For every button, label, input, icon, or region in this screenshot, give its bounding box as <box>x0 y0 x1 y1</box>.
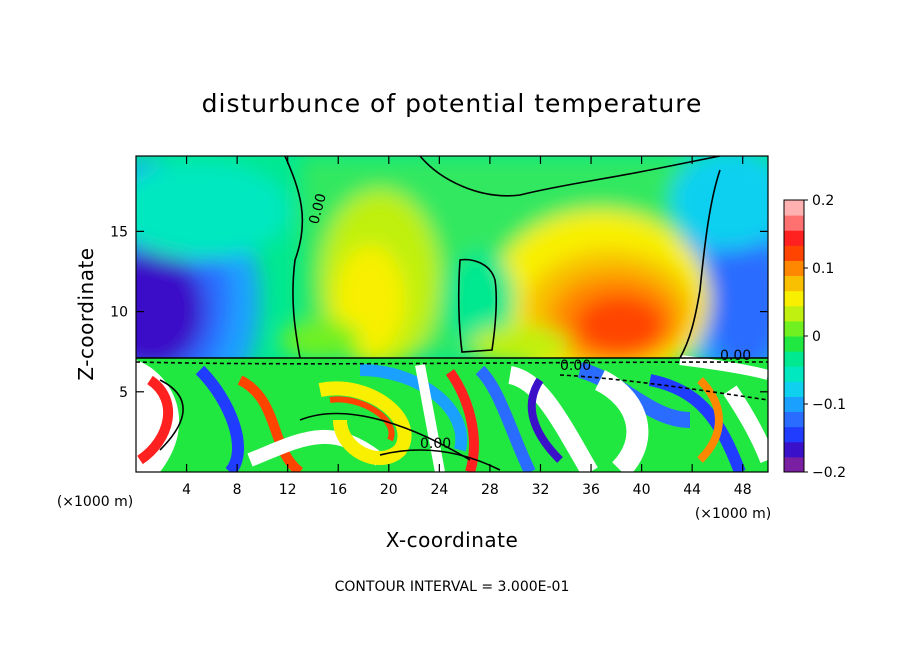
y-tick-label: 5 <box>119 385 128 401</box>
colorbar-tick-label: −0.1 <box>812 397 846 413</box>
colorbar-swatch <box>784 230 804 246</box>
x-tick-label: 16 <box>329 482 347 498</box>
x-tick-label: 24 <box>430 482 448 498</box>
colorbar-swatch <box>784 290 804 307</box>
x-tick-label: 12 <box>279 482 297 498</box>
colorbar-swatch <box>784 305 804 322</box>
colorbar-tick-label: −0.2 <box>812 465 846 481</box>
contour-label: 0.00 <box>720 348 751 364</box>
x-tick-label: 4 <box>182 482 191 498</box>
chart-title: disturbunce of potential temperature <box>202 89 703 118</box>
x-unit-left: (×1000 m) <box>57 494 133 510</box>
y-tick-label: 10 <box>110 305 128 321</box>
contour-label: 0.00 <box>306 192 330 226</box>
colorbar-swatch <box>784 215 804 231</box>
y-tick-label: 15 <box>110 224 128 240</box>
colorbar-swatch <box>784 441 804 458</box>
contour-labels: 0.00 0.00 0.00 0.00 <box>306 192 751 452</box>
plot-frame <box>135 155 769 473</box>
contour-interval-note: CONTOUR INTERVAL = 3.000E-01 <box>335 579 570 595</box>
x-tick-label: 8 <box>233 482 242 498</box>
x-axis: 4 8 12 16 20 24 28 32 36 40 44 48 <box>182 156 752 498</box>
y-axis-label: Z-coordinate <box>74 247 98 380</box>
colorbar-swatch <box>784 411 804 428</box>
x-tick-label: 28 <box>481 482 499 498</box>
contour-label: 0.00 <box>420 436 451 452</box>
colorbar-swatch <box>784 426 804 443</box>
colorbar-swatch <box>784 351 804 367</box>
colorbar-swatch <box>784 320 804 337</box>
colorbar-tick-label: 0.2 <box>812 193 834 209</box>
x-tick-label: 48 <box>734 482 752 498</box>
y-axis: 5 10 15 <box>110 224 768 401</box>
colorbar-swatch <box>784 396 804 413</box>
colorbar-swatch <box>784 260 804 277</box>
colorbar-swatch <box>784 336 804 352</box>
x-tick-label: 20 <box>380 482 398 498</box>
contour-lines <box>136 156 768 471</box>
lower-field <box>136 355 768 472</box>
contour-label: 0.00 <box>560 358 591 374</box>
colorbar-swatch <box>784 245 804 261</box>
colorbar-swatch <box>784 381 804 397</box>
upper-field <box>136 156 768 440</box>
colorbar-swatch <box>784 366 804 382</box>
colorbar-tick-label: 0 <box>812 329 821 345</box>
colorbar-swatch <box>784 456 804 473</box>
x-tick-label: 40 <box>633 482 651 498</box>
x-tick-label: 44 <box>683 482 701 498</box>
colorbar-tick-label: 0.1 <box>812 261 834 277</box>
x-axis-label: X-coordinate <box>386 528 519 552</box>
colorbar-swatch <box>784 200 804 216</box>
colorbar: 0.2 0.1 0 −0.1 −0.2 <box>783 193 846 481</box>
colorbar-swatch <box>784 275 804 292</box>
x-unit-right: (×1000 m) <box>695 506 771 522</box>
x-tick-label: 36 <box>582 482 600 498</box>
plot-area: 0.00 0.00 0.00 0.00 <box>136 156 768 472</box>
x-tick-label: 32 <box>532 482 550 498</box>
